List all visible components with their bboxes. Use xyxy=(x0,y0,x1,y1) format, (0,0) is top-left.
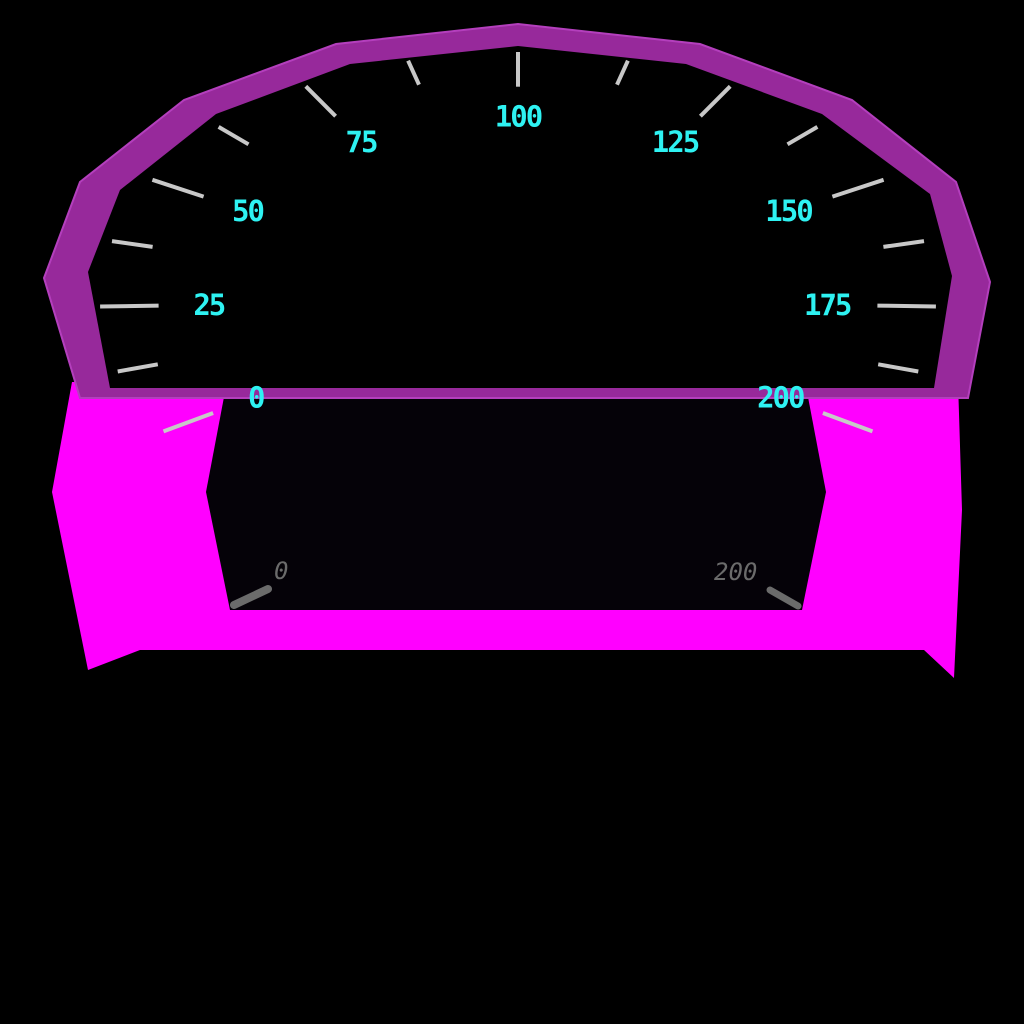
minor-tick xyxy=(117,362,159,374)
major-tick xyxy=(151,177,205,199)
lower-display-window xyxy=(206,397,826,610)
major-tick xyxy=(698,84,732,118)
minor-tick xyxy=(615,59,630,86)
gauge-face xyxy=(88,46,952,388)
speed-label: 0 xyxy=(248,380,264,414)
minor-tick xyxy=(111,239,153,249)
speed-label: 100 xyxy=(495,100,542,134)
minor-tick xyxy=(217,125,250,147)
lower-min-label: 0 xyxy=(274,557,288,585)
speed-label: 50 xyxy=(232,194,263,228)
speed-label: 25 xyxy=(193,288,224,322)
minor-tick xyxy=(786,125,819,147)
speed-label: 175 xyxy=(804,288,851,322)
lower-max-label: 200 xyxy=(714,558,757,586)
speed-label: 125 xyxy=(652,125,699,159)
minor-tick xyxy=(877,362,919,374)
major-tick xyxy=(877,303,936,309)
speed-label: 75 xyxy=(346,125,377,159)
lower-display-markers: 0 200 xyxy=(230,557,802,610)
major-tick xyxy=(162,411,214,434)
gauge-labels: 0 25 50 75 100 125 150 175 200 xyxy=(193,100,853,415)
lower-max-marker xyxy=(766,586,802,610)
major-tick xyxy=(831,177,885,199)
gauge-ticks xyxy=(100,52,936,434)
minor-tick xyxy=(883,239,925,249)
speed-label: 200 xyxy=(757,380,804,414)
major-tick xyxy=(100,303,159,309)
speed-label: 150 xyxy=(765,194,812,228)
major-tick xyxy=(822,411,874,434)
major-tick xyxy=(304,84,338,118)
lower-min-marker xyxy=(230,585,272,609)
minor-tick xyxy=(406,59,421,86)
